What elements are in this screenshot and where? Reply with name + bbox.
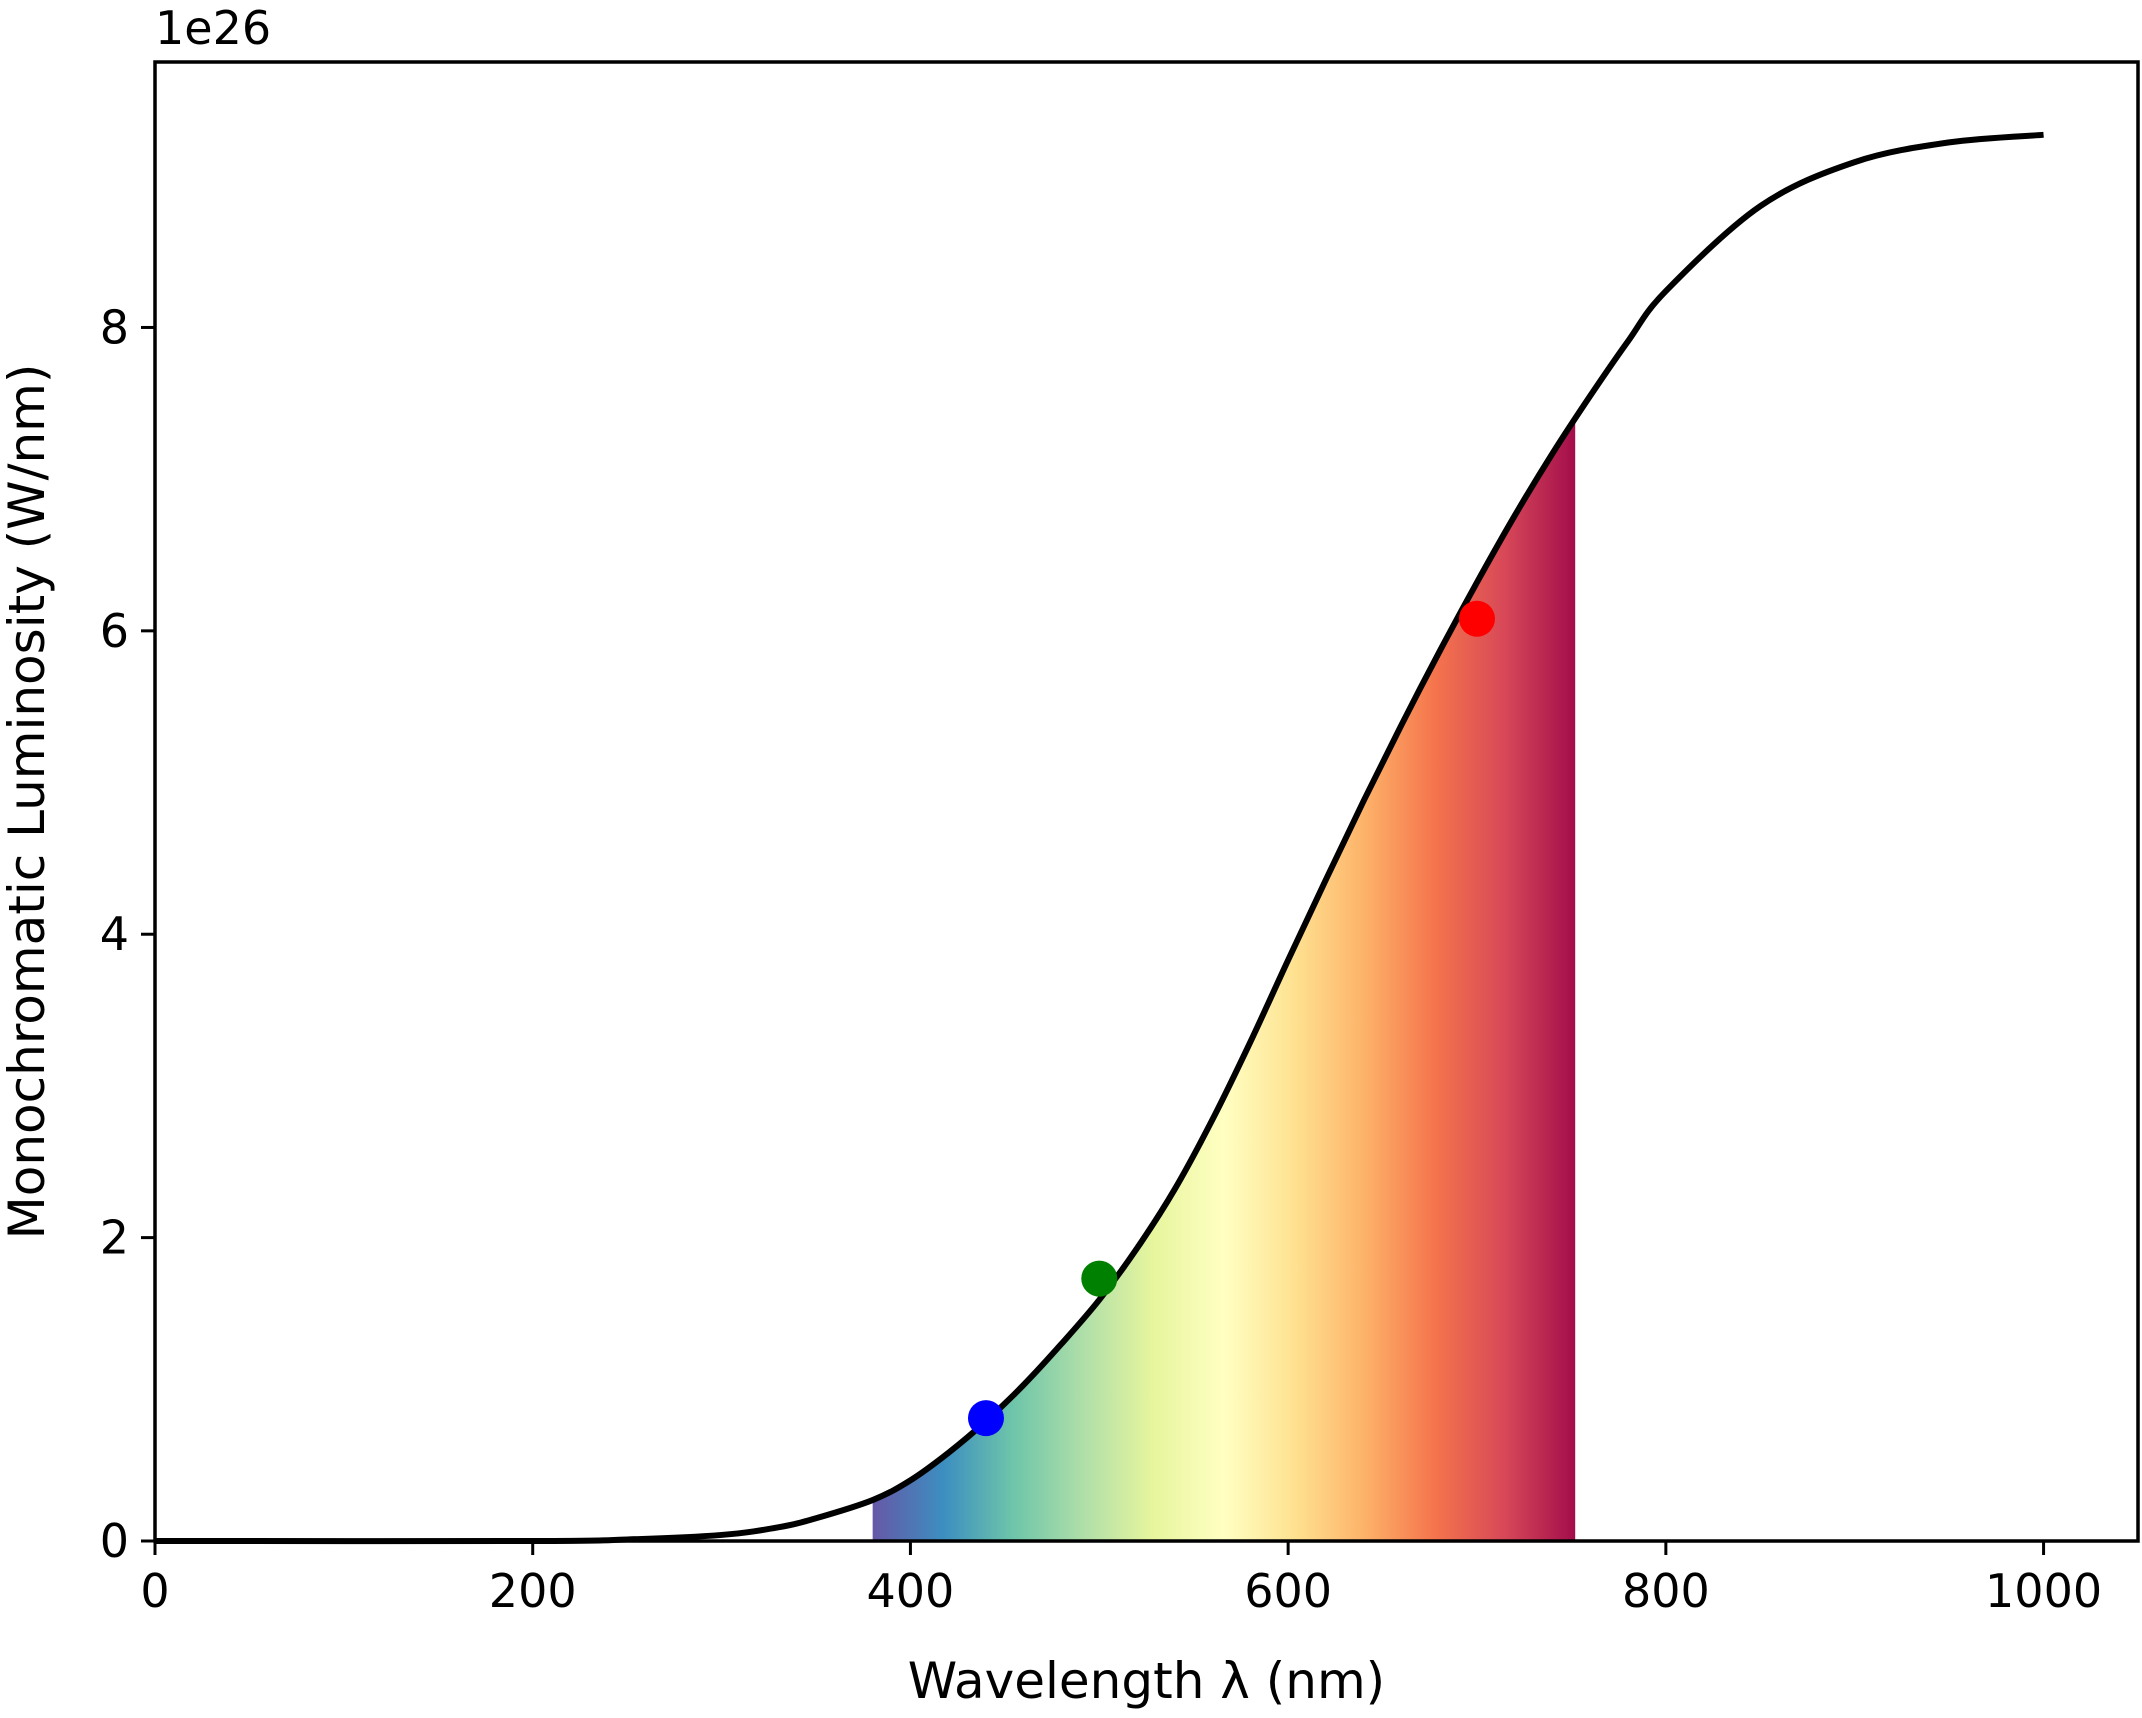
y-tick-label: 8 <box>100 300 129 354</box>
y-offset-text: 1e26 <box>155 1 271 55</box>
axes-frame <box>153 60 2140 1543</box>
y-axis-ticks: 0 2 4 6 8 <box>100 300 155 1568</box>
markers <box>967 600 1495 1437</box>
x-tick-label: 0 <box>140 1564 169 1618</box>
x-tick-label: 400 <box>867 1564 955 1618</box>
luminosity-curve <box>154 131 2044 1545</box>
x-axis-ticks: 0 200 400 600 800 1000 <box>140 1541 2102 1618</box>
y-tick-label: 6 <box>100 604 129 658</box>
y-tick-label: 2 <box>100 1211 129 1265</box>
y-tick-label: 4 <box>100 907 129 961</box>
visible-spectrum-fill <box>872 134 1576 1541</box>
y-axis-label: Monochromatic Luminosity (W/nm) <box>0 364 56 1240</box>
x-axis-label: Wavelength λ (nm) <box>908 1652 1385 1710</box>
marker-point-700 <box>1459 600 1495 637</box>
plot-area <box>154 131 2044 1545</box>
x-tick-label: 200 <box>489 1564 577 1618</box>
marker-point-500 <box>1081 1260 1118 1297</box>
x-tick-label: 800 <box>1622 1564 1710 1618</box>
x-tick-label: 1000 <box>1985 1564 2102 1618</box>
marker-point-440 <box>967 1400 1004 1437</box>
y-tick-label: 0 <box>100 1514 129 1568</box>
x-tick-label: 600 <box>1244 1564 1332 1618</box>
